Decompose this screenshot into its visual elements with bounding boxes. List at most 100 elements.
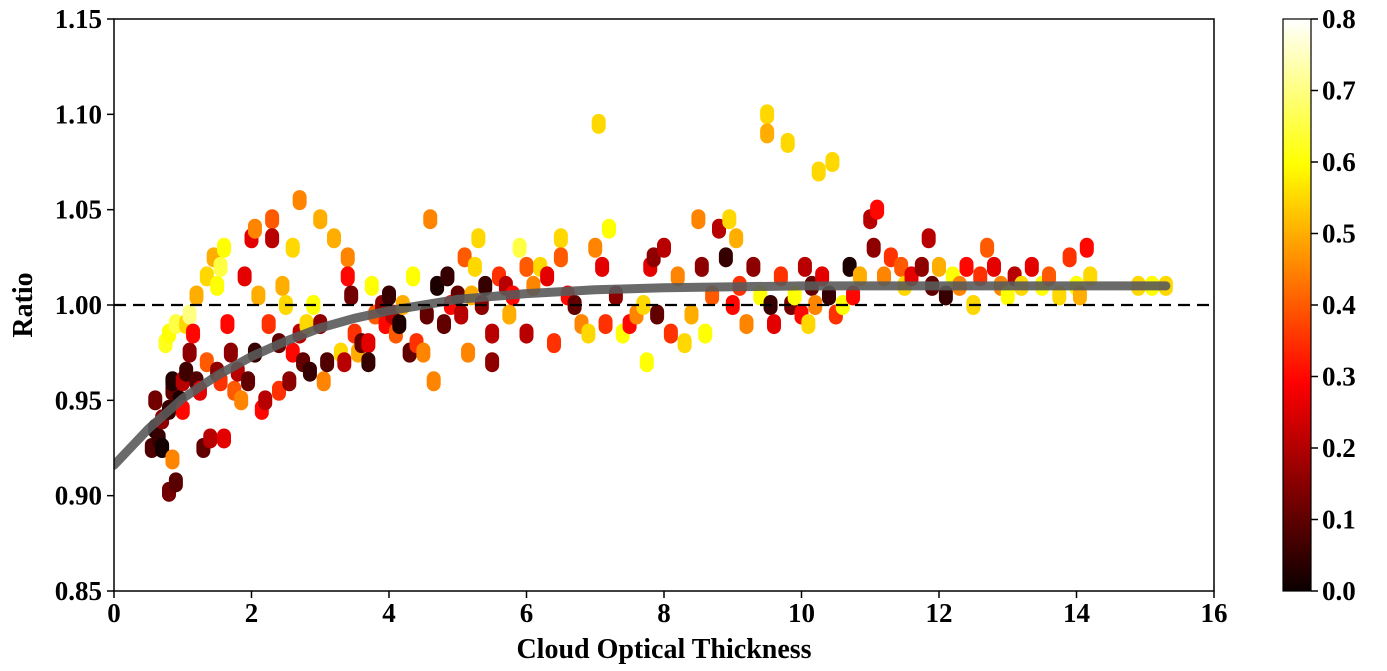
data-point [932, 256, 946, 277]
data-point [547, 333, 561, 354]
data-point [392, 314, 407, 335]
data-point [203, 428, 218, 449]
x-tick-label: 16 [1201, 598, 1228, 628]
y-axis-label: Ratio [8, 272, 39, 337]
data-point [698, 323, 713, 344]
data-point [825, 152, 840, 172]
data-point [361, 333, 376, 354]
y-tick-label: 0.90 [55, 481, 102, 511]
data-point [636, 295, 651, 315]
x-axis: 0 2 4 6 8 10 12 14 16 [107, 591, 1228, 628]
data-point [650, 304, 665, 325]
data-point [602, 218, 616, 239]
data-point [340, 247, 355, 268]
data-point [822, 285, 836, 306]
data-point [1052, 285, 1067, 306]
data-point [344, 285, 359, 306]
data-point [1024, 256, 1039, 277]
data-point [877, 266, 891, 287]
data-point [148, 390, 163, 411]
data-point [852, 266, 867, 287]
colorbar-tick-label: 0.7 [1322, 76, 1356, 106]
data-point [426, 371, 441, 392]
data-point [870, 199, 885, 220]
data-point [382, 285, 396, 306]
data-point [337, 352, 352, 373]
data-point [485, 323, 500, 344]
data-point [677, 333, 692, 354]
data-point [302, 361, 317, 382]
data-point [237, 266, 252, 287]
x-tick-label: 12 [926, 598, 953, 628]
data-point [265, 228, 280, 249]
data-point [261, 314, 276, 335]
data-point [773, 266, 788, 287]
colorbar-tick-label: 0.8 [1322, 4, 1356, 34]
data-point [670, 266, 685, 287]
data-point [512, 237, 527, 258]
data-point [265, 209, 280, 230]
data-point [729, 228, 744, 249]
x-tick-label: 4 [382, 598, 396, 628]
data-point [639, 352, 654, 373]
data-point [921, 228, 936, 249]
data-point [746, 256, 761, 277]
colorbar-tick-label: 0.2 [1322, 433, 1356, 463]
data-point [1079, 237, 1094, 258]
colorbar-tick-label: 0.6 [1322, 147, 1356, 177]
y-tick-label: 1.00 [55, 290, 102, 320]
data-point [213, 256, 228, 277]
data-point [1062, 247, 1077, 268]
data-point [189, 285, 204, 306]
colorbar [1282, 18, 1312, 592]
data-point [866, 237, 881, 258]
colorbar-ticks: 0.0 0.1 0.2 0.3 0.4 0.5 0.6 0.7 0.8 [1311, 4, 1356, 606]
x-axis-label: Cloud Optical Thickness [516, 634, 811, 665]
data-point [502, 304, 517, 325]
data-point [595, 256, 610, 277]
y-tick-label: 0.95 [55, 385, 102, 415]
data-point [320, 352, 335, 373]
colorbar-tick-label: 0.4 [1322, 290, 1356, 320]
data-point [739, 314, 754, 335]
x-tick-label: 8 [657, 598, 671, 628]
x-tick-label: 6 [520, 598, 534, 628]
data-point [416, 342, 431, 363]
data-point [234, 390, 249, 411]
data-point [186, 323, 201, 344]
data-point [718, 247, 733, 268]
data-point [210, 275, 225, 296]
data-point [808, 295, 823, 315]
colorbar-tick-label: 0.1 [1322, 505, 1356, 535]
colorbar-tick-label: 0.3 [1322, 362, 1356, 392]
data-point [722, 209, 737, 230]
data-point [519, 323, 534, 344]
data-point [165, 371, 180, 392]
data-point [980, 237, 995, 258]
data-point [461, 342, 476, 363]
data-point [437, 314, 451, 335]
y-axis: 0.85 0.90 0.95 1.00 1.05 1.10 1.15 [55, 4, 114, 606]
data-point [553, 228, 568, 249]
data-point [223, 342, 238, 363]
y-tick-label: 0.85 [55, 576, 102, 606]
data-point [282, 371, 297, 392]
data-point [691, 209, 706, 230]
y-tick-label: 1.15 [55, 4, 102, 34]
data-point [815, 266, 830, 287]
data-point [846, 285, 861, 306]
data-point [327, 228, 341, 249]
data-point [406, 266, 421, 287]
colorbar-tick-label: 0.0 [1322, 576, 1356, 606]
data-point [364, 275, 379, 296]
data-point [1072, 285, 1087, 306]
data-point [914, 256, 929, 277]
data-point [987, 256, 1001, 277]
data-point [959, 256, 974, 277]
data-point [811, 161, 826, 182]
data-point [553, 247, 568, 268]
data-point [440, 266, 455, 287]
x-tick-label: 10 [788, 598, 815, 628]
data-point [519, 256, 534, 277]
data-point [217, 237, 231, 258]
